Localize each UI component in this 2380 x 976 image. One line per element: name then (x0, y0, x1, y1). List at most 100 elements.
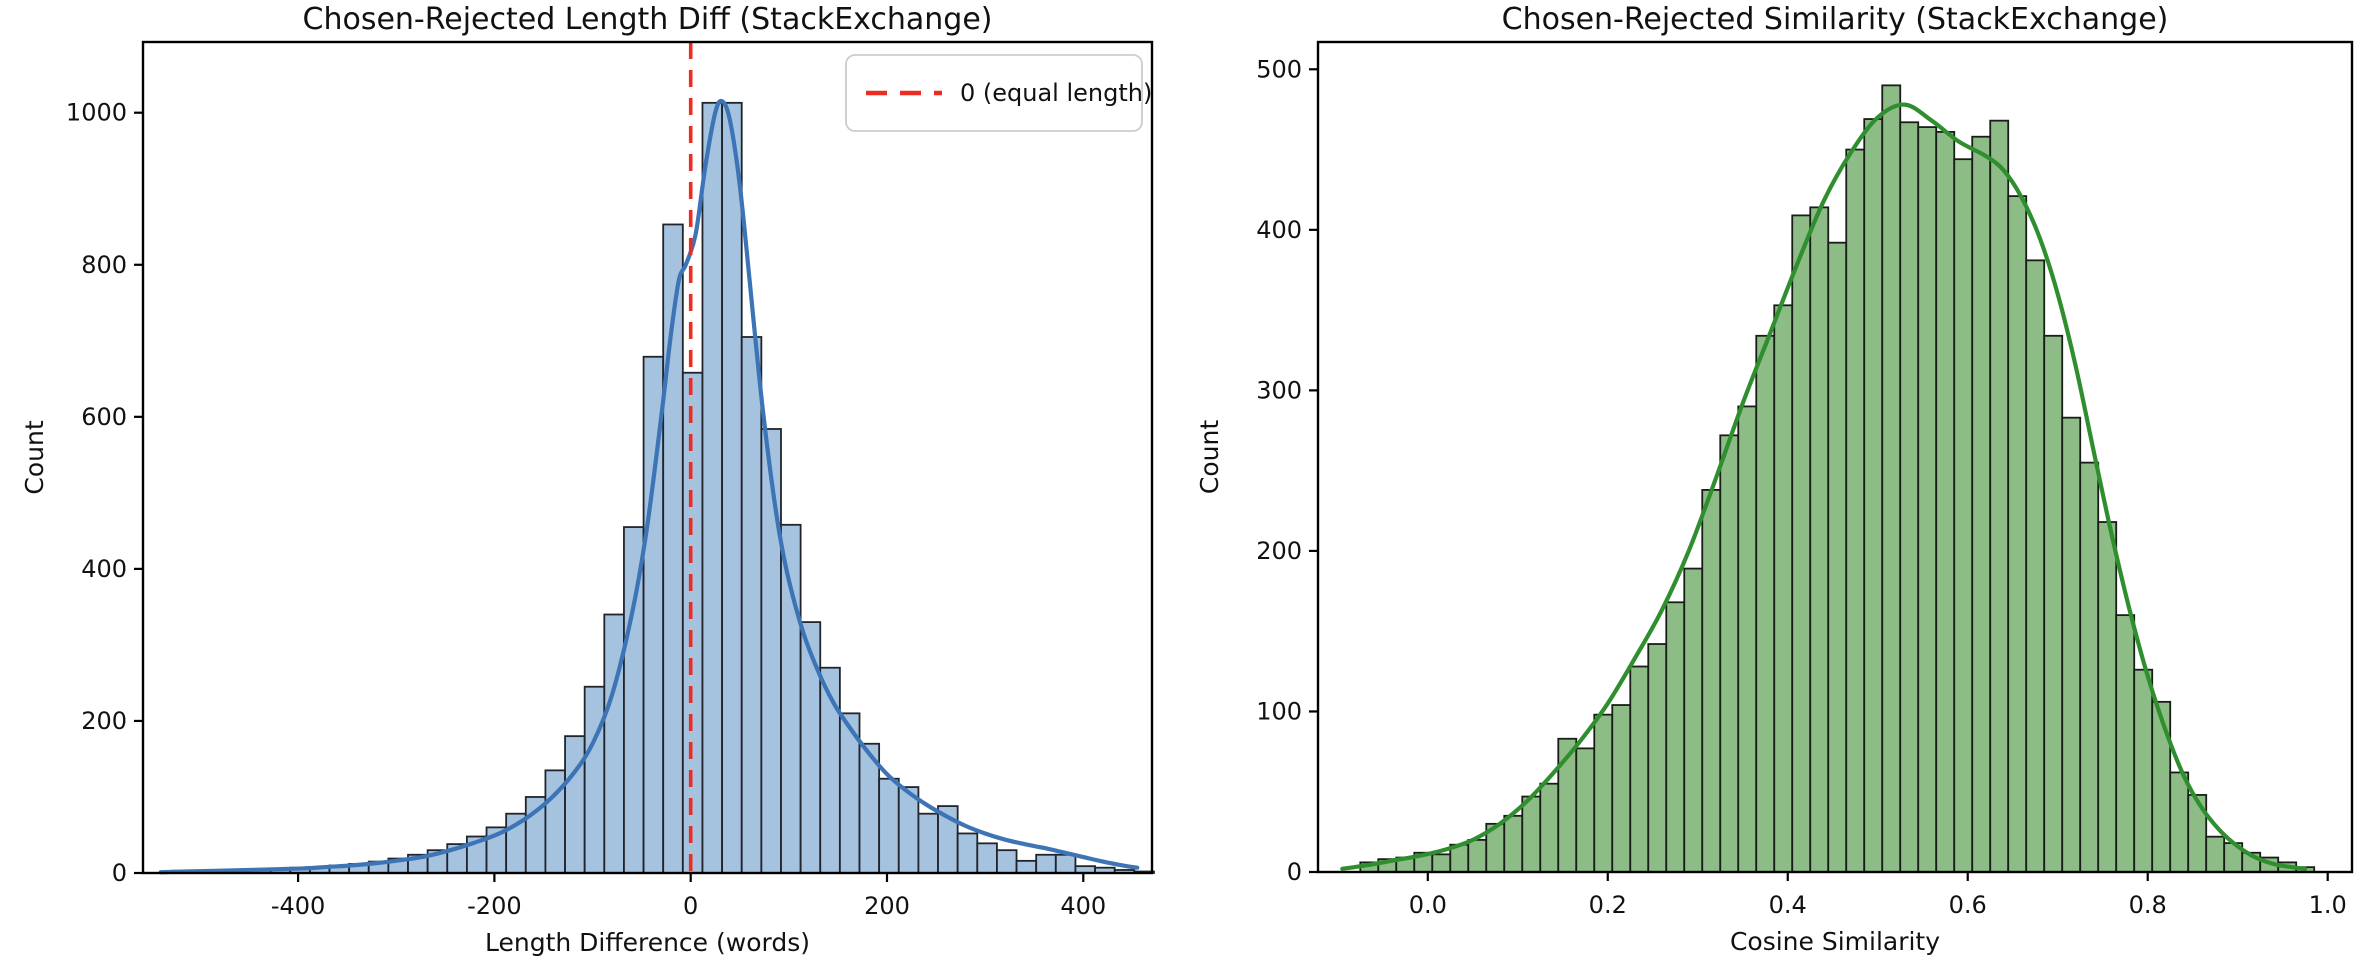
histogram-bar (2097, 521, 2118, 873)
chart-title: Chosen-Rejected Similarity (StackExchang… (1502, 2, 2169, 37)
histogram-bar (1611, 704, 1632, 873)
legend: 0 (equal length) (845, 54, 1152, 132)
histogram-bar (1899, 121, 1920, 873)
x-tick-label: 0.8 (2129, 891, 2167, 919)
histogram-bar (1737, 405, 1758, 873)
length-diff-chart: -400 -200 0 200 400 0 200 400 600 800 1000 Chosen-R… (20, 2, 1155, 957)
y-tick-label: 0 (1287, 858, 1302, 886)
histogram-bar (1683, 567, 1704, 873)
histogram-bar (799, 621, 822, 874)
histogram-bar (1503, 814, 1524, 873)
x-tick-label: 400 (1060, 892, 1106, 920)
histogram-bar (2151, 700, 2172, 873)
histogram-bar (878, 777, 900, 874)
histogram-bar (1719, 434, 1740, 873)
axes-frame (1316, 40, 2354, 874)
histogram-bar (1845, 148, 1866, 873)
x-tick-label: 1.0 (2309, 891, 2347, 919)
axes-frame (141, 40, 1154, 875)
histogram-bar (1467, 838, 1488, 873)
x-tick-label: 0.4 (1769, 891, 1807, 919)
histogram-bar (780, 523, 802, 874)
kde-curve (1340, 102, 2308, 871)
histogram-bar (1953, 158, 1974, 873)
x-tick-label: 200 (864, 892, 910, 920)
histogram-bar (681, 371, 704, 874)
histogram-bar (1989, 119, 2010, 873)
histogram-bar (2133, 668, 2154, 873)
y-tick-label: 100 (1256, 697, 1302, 725)
histogram-bar (1755, 334, 1776, 873)
y-axis: 0 100 200 300 400 500 (1256, 55, 1318, 886)
histogram-bar (1629, 665, 1650, 873)
histogram-bar (583, 685, 606, 874)
x-axis-label: Length Difference (words) (485, 928, 810, 957)
histogram-bar (1539, 782, 1560, 873)
histogram-bar (976, 842, 998, 874)
histogram-bar (1773, 304, 1794, 873)
x-axis-label: Cosine Similarity (1730, 927, 1940, 956)
histogram-bar (1647, 643, 1668, 873)
histogram-bar (996, 849, 1018, 874)
histogram-bars (1359, 84, 2316, 873)
x-axis: 0.0 0.2 0.4 0.6 0.8 1.0 (1409, 872, 2347, 919)
y-tick-label: 800 (81, 251, 127, 279)
x-tick-label: -400 (271, 892, 325, 920)
histogram-bar (1917, 126, 1938, 873)
legend-label: 0 (equal length) (960, 79, 1152, 107)
chart-title: Chosen-Rejected Length Diff (StackExchan… (303, 2, 993, 37)
histogram-bar (760, 428, 782, 874)
x-tick-label: -200 (467, 892, 521, 920)
histogram-bars (171, 101, 1155, 874)
histogram-bar (1827, 241, 1848, 873)
histogram-bar (1809, 206, 1830, 873)
histogram-bar (1791, 214, 1812, 873)
histogram-bar (1575, 747, 1596, 873)
histogram-bar (1665, 601, 1686, 873)
histogram-bar (2079, 461, 2100, 873)
histogram-bar (1593, 713, 1614, 873)
y-tick-label: 400 (81, 555, 127, 583)
histogram-bar (1035, 853, 1057, 874)
y-tick-label: 200 (1256, 537, 1302, 565)
y-tick-label: 300 (1256, 376, 1302, 404)
histogram-bar (1431, 853, 1452, 873)
histogram-bar (701, 101, 723, 874)
histogram-bar (740, 336, 763, 874)
y-tick-label: 500 (1256, 55, 1302, 83)
kde-curve (158, 98, 1140, 875)
histogram-bar (2061, 416, 2082, 873)
histogram-bar (917, 812, 939, 874)
x-tick-label: 0.6 (1949, 891, 1987, 919)
histogram-bar (2115, 614, 2136, 873)
histogram-bar (1863, 118, 1884, 873)
histogram-bar (897, 786, 920, 874)
histogram-bar (1054, 853, 1077, 874)
legend-box (845, 54, 1143, 132)
y-tick-label: 600 (81, 403, 127, 431)
y-tick-label: 200 (81, 707, 127, 735)
x-tick-label: 0 (683, 892, 698, 920)
histogram-bar (1881, 84, 1902, 873)
y-axis-label: Count (20, 420, 49, 494)
histogram-bar (2043, 334, 2064, 873)
histogram-bar (2205, 835, 2226, 873)
histogram-bar (1015, 859, 1038, 874)
histogram-bar (2187, 794, 2208, 873)
histogram-bar (2169, 771, 2190, 873)
y-tick-label: 1000 (66, 99, 127, 127)
histogram-bar (564, 735, 586, 874)
histogram-bar (1935, 130, 1956, 873)
histogram-bar (2025, 259, 2046, 873)
y-tick-label: 400 (1256, 216, 1302, 244)
y-axis: 0 200 400 600 800 1000 (66, 99, 143, 887)
x-tick-label: 0.2 (1589, 891, 1627, 919)
histogram-bar (1971, 135, 1992, 873)
x-axis: -400 -200 0 200 400 (271, 873, 1106, 920)
histogram-bar (721, 101, 743, 874)
y-axis-label: Count (1195, 420, 1224, 494)
y-tick-label: 0 (112, 859, 127, 887)
similarity-chart: 0.0 0.2 0.4 0.6 0.8 1.0 0 100 200 300 400 500 Chosen… (1195, 2, 2354, 956)
